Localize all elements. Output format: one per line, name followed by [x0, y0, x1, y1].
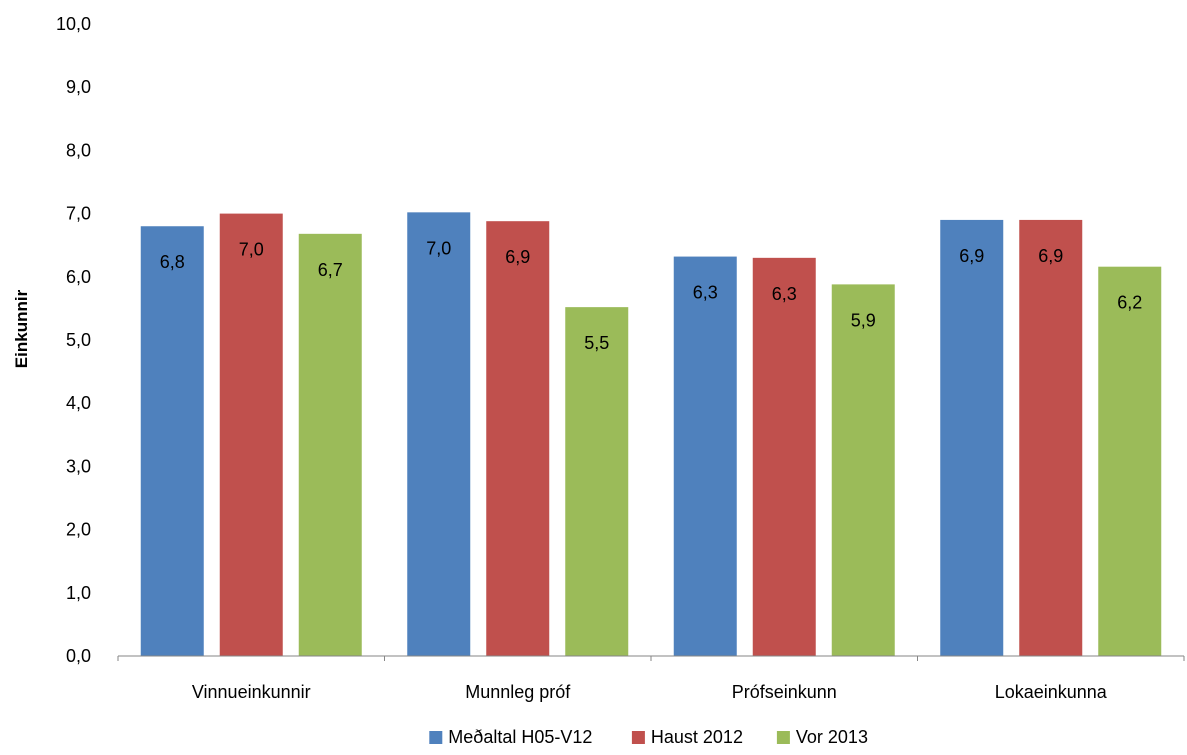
y-tick-label: 4,0	[66, 393, 91, 413]
legend-item: Haust 2012	[631, 727, 743, 747]
data-label: 6,7	[318, 260, 343, 280]
y-tick-label: 8,0	[66, 140, 91, 160]
bar	[752, 257, 816, 656]
y-tick-label: 5,0	[66, 330, 91, 350]
x-axis-ticks	[117, 656, 1185, 661]
data-label: 5,5	[584, 333, 609, 353]
data-label: 6,9	[1038, 246, 1063, 266]
y-tick-label: 7,0	[66, 204, 91, 224]
x-tick-label: Lokaeinkunna	[995, 682, 1108, 702]
data-label: 7,0	[239, 240, 264, 260]
bars: 6,8 7,0 6,7 7,0 6,9 5,5 6,3 6,3 5,9 6,9 6,9 6,2	[140, 212, 1162, 657]
bar	[940, 219, 1004, 657]
bar	[298, 233, 362, 656]
x-axis-labels: Vinnueinkunnir Munnleg próf Prófseinkunn Lo…	[192, 682, 1108, 702]
bar	[565, 307, 629, 656]
legend-label: Haust 2012	[651, 727, 743, 747]
x-tick-label: Munnleg próf	[465, 682, 571, 702]
data-label: 6,3	[772, 284, 797, 304]
legend-item: Meðaltal H05-V12	[429, 727, 592, 747]
legend-label: Meðaltal H05-V12	[448, 727, 592, 747]
data-label: 6,9	[505, 247, 530, 267]
data-label: 6,3	[693, 283, 718, 303]
bar	[1098, 266, 1162, 656]
y-axis-ticks: 0,0 1,0 2,0 3,0 4,0 5,0 6,0 7,0 8,0 9,0 10,0	[56, 14, 91, 666]
y-axis-label: Einkunnir	[12, 289, 31, 368]
y-tick-label: 2,0	[66, 520, 91, 540]
y-tick-label: 1,0	[66, 583, 91, 603]
y-tick-label: 6,0	[66, 267, 91, 287]
y-tick-label: 3,0	[66, 456, 91, 476]
legend-swatch	[631, 731, 645, 744]
bar	[140, 226, 204, 657]
data-label: 6,8	[160, 252, 185, 272]
bar	[673, 256, 737, 656]
y-tick-label: 0,0	[66, 646, 91, 666]
legend-label: Vor 2013	[796, 727, 868, 747]
legend-swatch	[776, 731, 790, 744]
data-label: 6,2	[1117, 293, 1142, 313]
data-label: 7,0	[426, 238, 451, 258]
data-label: 5,9	[851, 310, 876, 330]
bar	[1019, 219, 1083, 657]
x-tick-label: Prófseinkunn	[732, 682, 837, 702]
bar	[219, 213, 283, 656]
bar	[831, 284, 895, 656]
legend-item: Vor 2013	[776, 727, 868, 747]
legend: Meðaltal H05-V12 Haust 2012 Vor 2013	[429, 727, 868, 747]
bar	[407, 212, 471, 656]
y-tick-label: 9,0	[66, 77, 91, 97]
y-tick-label: 10,0	[56, 14, 91, 34]
bar	[486, 221, 550, 656]
legend-swatch	[429, 731, 443, 744]
data-label: 6,9	[959, 246, 984, 266]
x-tick-label: Vinnueinkunnir	[192, 682, 311, 702]
